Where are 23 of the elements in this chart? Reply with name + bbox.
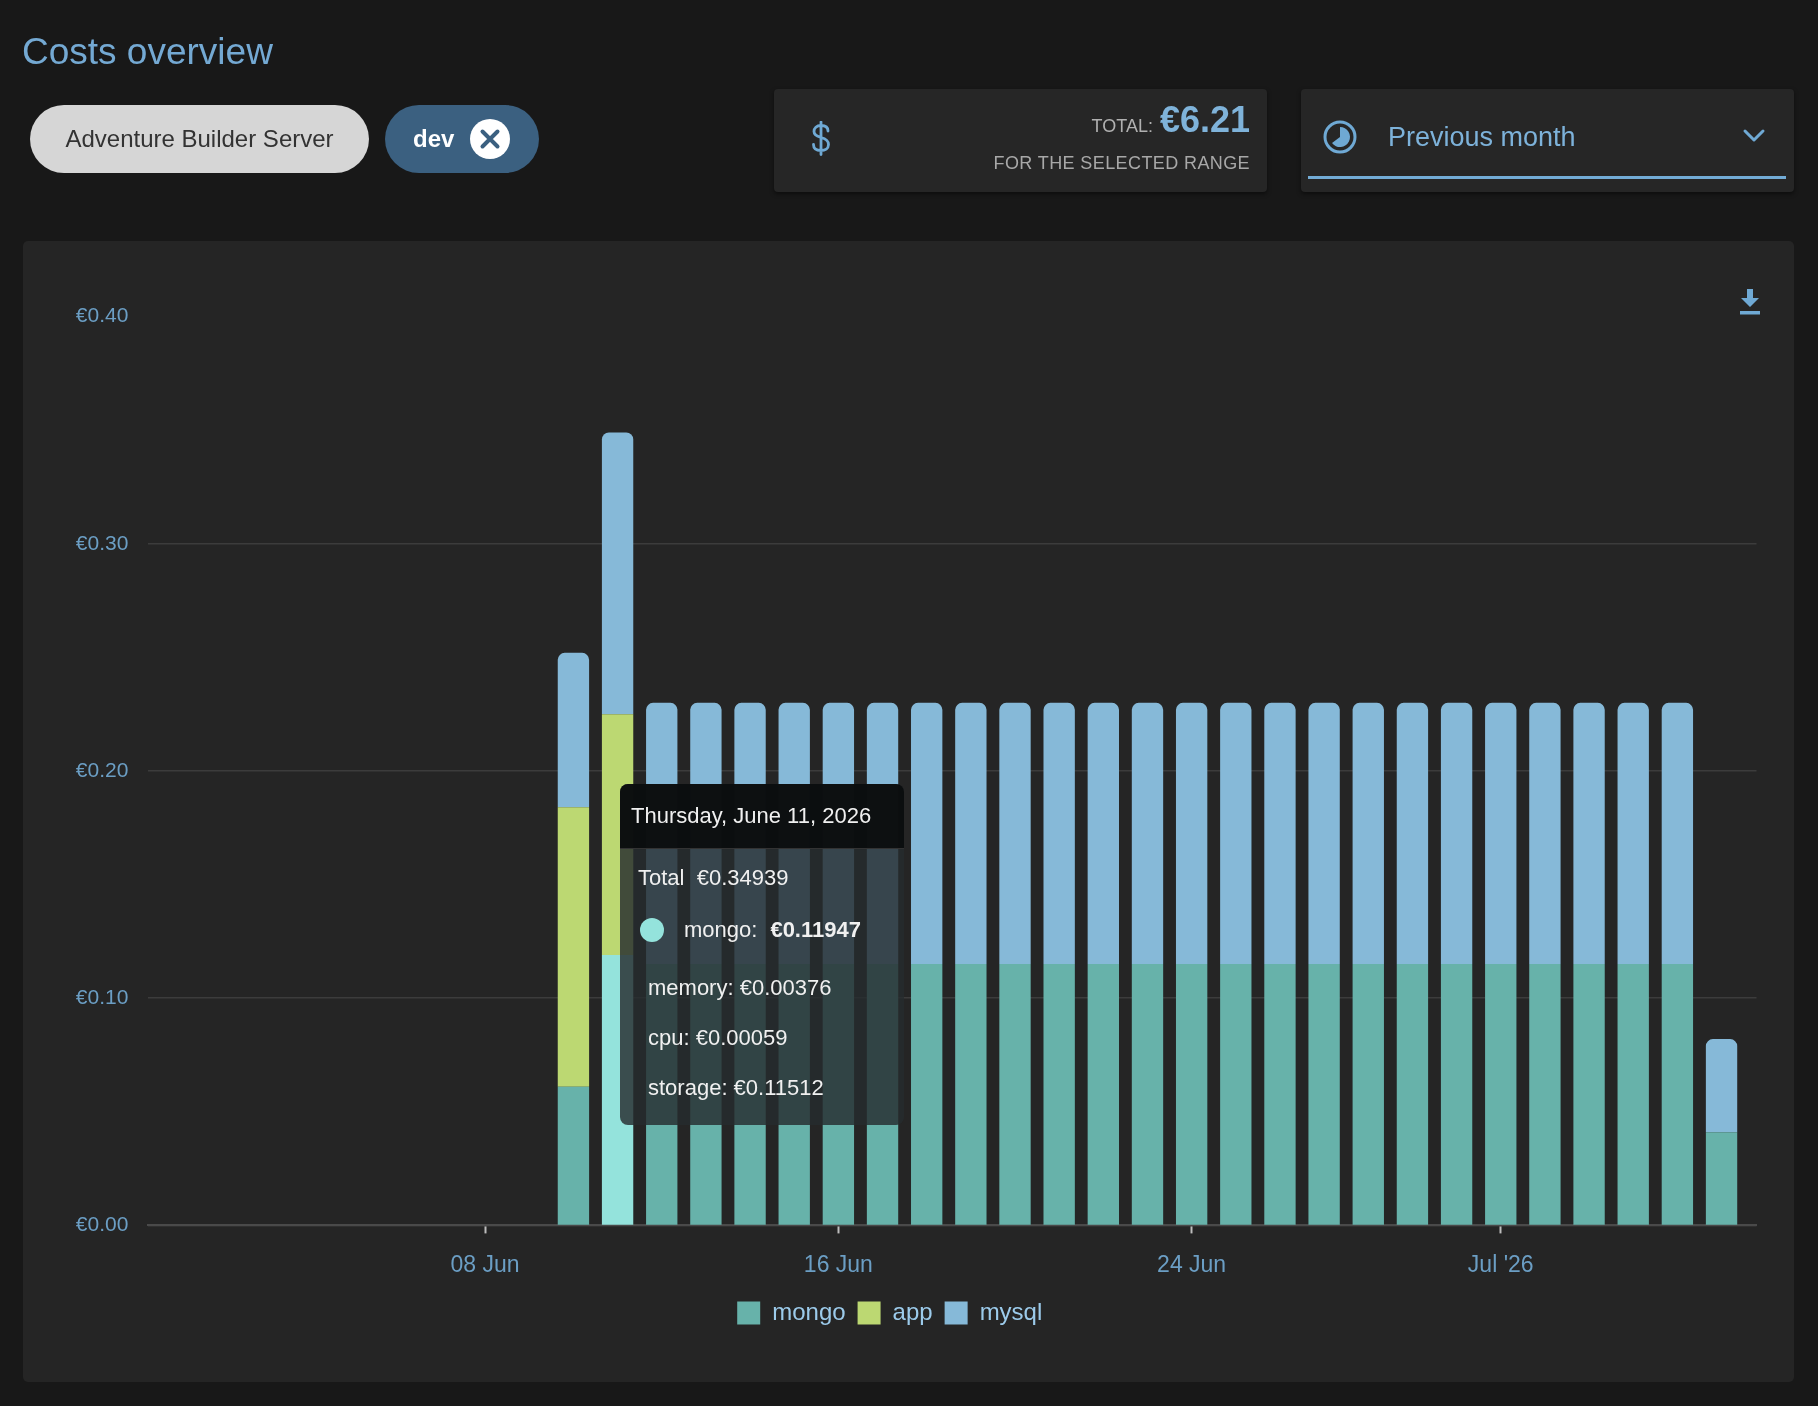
chart-title: Costs overview: [22, 31, 273, 73]
x-tick-label: 16 Jun: [803, 1250, 873, 1277]
annotation: Thursday, June 11, 2026: [631, 802, 872, 830]
y-tick-label: €0.30: [75, 530, 129, 554]
filter-chip: dev: [385, 105, 539, 173]
x-tick-label: Jul '26: [1467, 1250, 1534, 1277]
annotation: mongo: €0.11947: [684, 916, 861, 944]
legend-label: mysql: [979, 1297, 1043, 1325]
x-tick-label: 24 Jun: [1157, 1250, 1227, 1277]
annotation: storage: €0.11512: [648, 1074, 824, 1102]
select-field: Previous month: [1301, 89, 1794, 192]
filter-chip: Adventure Builder Server: [30, 105, 369, 173]
y-tick-label: €0.40: [75, 303, 129, 327]
y-tick-label: €0.10: [75, 985, 129, 1008]
x-tick-label: 08 Jun: [450, 1250, 520, 1277]
annotation: Total €0.34939: [638, 864, 789, 892]
annotation: cpu: €0.00059: [648, 1024, 788, 1052]
y-tick-label: €0.00: [75, 1212, 129, 1236]
legend-label: app: [892, 1297, 933, 1325]
summary-card: TOTAL: €6.21 FOR THE SELECTED RANGE: [774, 89, 1267, 192]
legend-label: mongo: [772, 1297, 846, 1325]
y-tick-label: €0.20: [75, 757, 129, 781]
annotation: memory: €0.00376: [648, 974, 832, 1002]
